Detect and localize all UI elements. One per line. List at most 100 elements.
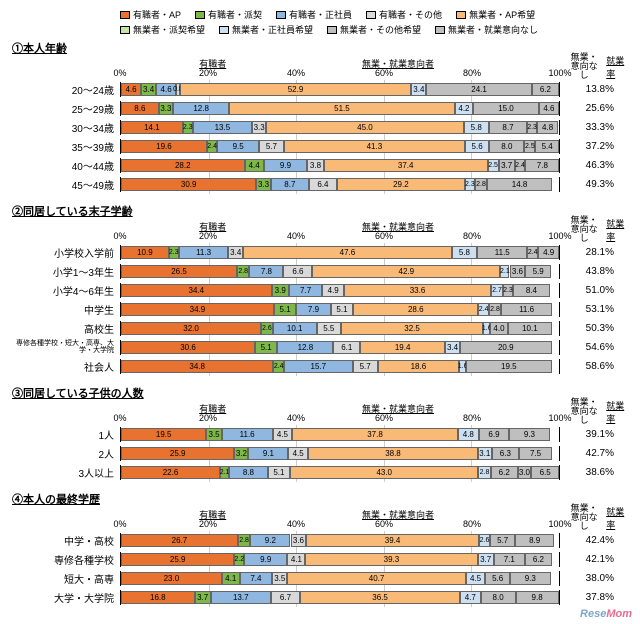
bar-row: 専修各種学校25.92.29.94.139.33.77.16.242.1%: [10, 550, 630, 568]
segment-value: 36.5: [372, 593, 388, 602]
segment-value: 2.2: [234, 556, 244, 563]
segment-value: 2.8: [490, 306, 500, 313]
row-label: 25～29歳: [10, 101, 120, 116]
legend-item: 有職者・派契: [195, 8, 262, 21]
bar-segment: 2.3: [183, 121, 193, 134]
segment-value: 20.9: [498, 343, 514, 352]
segment-value: 5.4: [542, 142, 553, 151]
segment-value: 6.3: [500, 449, 511, 458]
bar-segment: 11.3: [179, 246, 228, 259]
segment-value: 10.1: [287, 324, 303, 333]
group-label-unemployed: 無業・就業意向者: [362, 57, 434, 70]
bar-segment: 5.1: [268, 466, 290, 479]
axis-header: 0%20%40%60%80%100%有職者無業・就業意向者: [120, 509, 560, 531]
axis-tick: 100%: [548, 68, 571, 78]
axis-tick: 40%: [287, 519, 305, 529]
bar-row: 45～49歳30.93.38.76.429.22.32.814.849.3%: [10, 175, 630, 193]
col-header-rate: 就業率: [606, 505, 630, 531]
axis-tick: 80%: [463, 519, 481, 529]
axis-header: 0%20%40%60%80%100%有職者無業・就業意向者: [120, 403, 560, 425]
row-label: 2人: [10, 446, 120, 461]
segment-value: 3.7: [480, 555, 491, 564]
segment-value: 15.0: [498, 104, 514, 113]
segment-value: 47.6: [340, 248, 356, 257]
segment-value: 10.1: [522, 324, 538, 333]
segment-value: 2.4: [207, 143, 217, 150]
segment-value: 3.4: [143, 85, 154, 94]
bar-segment: 4.6: [539, 102, 559, 115]
segment-value: 4.8: [542, 123, 553, 132]
segment-value: 51.5: [334, 104, 350, 113]
segment-value: 4.2: [458, 104, 469, 113]
bar-segment: 5.1: [331, 303, 353, 316]
segment-value: 8.6: [134, 104, 145, 113]
segment-value: 9.9: [280, 161, 291, 170]
segment-value: 3.3: [258, 180, 269, 189]
segment-value: 13.5: [215, 123, 231, 132]
segment-value: 6.5: [540, 468, 551, 477]
employment-rate: 13.8%: [560, 84, 614, 95]
bar-segment: 3.2: [234, 447, 248, 460]
bar-area: 26.52.87.86.642.92.13.65.9: [120, 264, 560, 279]
row-label: 小学1～3年生: [10, 264, 120, 279]
row-label: 40～44歳: [10, 158, 120, 173]
bar-row: 30～34歳14.12.313.53.345.05.88.72.34.833.3…: [10, 118, 630, 136]
bar-segment: 11.5: [477, 246, 527, 259]
bar-segment: 5.7: [490, 534, 515, 547]
segment-value: 2.8: [476, 181, 486, 188]
segment-value: 4.5: [277, 430, 288, 439]
bar-segment: 29.2: [337, 178, 465, 191]
bar-row: 大学・大学院16.83.713.76.736.54.78.09.837.8%: [10, 588, 630, 606]
segment-value: 2.4: [274, 363, 284, 370]
right-headers: 無業・意向なし就業率: [570, 403, 630, 425]
segment-value: 11.5: [495, 248, 510, 257]
bar-segment: 6.1: [333, 341, 360, 354]
segment-value: 7.1: [504, 555, 515, 564]
segment-value: 2.4: [479, 306, 489, 313]
bar-segment: 8.0: [481, 591, 516, 604]
bar-segment: 18.6: [378, 360, 459, 373]
segment-value: 3.9: [275, 286, 286, 295]
bar-segment: 3.4: [411, 83, 426, 96]
bar-area: 30.65.112.86.119.43.420.9: [120, 340, 560, 355]
segment-value: 3.4: [447, 343, 458, 352]
legend-item: 無業者・派契希望: [120, 23, 205, 36]
bar-segment: 14.8: [487, 178, 552, 191]
bar-area: 34.43.97.74.933.62.72.38.4: [120, 283, 560, 298]
bar-segment: 8.7: [271, 178, 309, 191]
bar-segment: 3.5: [272, 572, 287, 585]
legend-swatch: [366, 11, 376, 19]
segment-value: 25.9: [170, 555, 186, 564]
bar-row: 40～44歳28.24.49.93.837.42.53.72.47.846.3%: [10, 156, 630, 174]
col-header-none: 無業・意向なし: [570, 53, 598, 80]
bar-segment: 6.6: [283, 265, 312, 278]
segment-value: 29.2: [393, 180, 409, 189]
segment-value: 3.3: [160, 104, 171, 113]
group-label-unemployed: 無業・就業意向者: [362, 402, 434, 415]
segment-value: 33.6: [410, 286, 426, 295]
section-title: ②同居している末子学齢: [12, 203, 630, 219]
bar-segment: 2.8: [489, 303, 501, 316]
bar-segment: 9.2: [250, 534, 290, 547]
segment-value: 22.6: [163, 468, 179, 477]
row-label: 1人: [10, 427, 120, 442]
axis-tick: 0%: [113, 413, 126, 423]
axis-tick: 80%: [463, 68, 481, 78]
row-label: 専修各種学校・短大・高専、大学・大学院: [10, 340, 120, 354]
bar-segment: 13.7: [211, 591, 271, 604]
legend-item: 無業者・正社員希望: [219, 23, 313, 36]
segment-value: 9.9: [260, 555, 271, 564]
legend-label: 無業者・その他希望: [340, 23, 421, 36]
group-label-employed: 有職者: [199, 220, 226, 233]
bar-row: 専修各種学校・短大・高専、大学・大学院30.65.112.86.119.43.4…: [10, 338, 630, 356]
axis-tick: 0%: [113, 519, 126, 529]
segment-value: 4.5: [470, 574, 481, 583]
legend-item: 無業者・その他希望: [327, 23, 421, 36]
segment-value: 4.1: [225, 574, 236, 583]
bar-segment: 2.8: [478, 466, 490, 479]
bar-segment: 1.6: [483, 322, 490, 335]
segment-value: 28.2: [175, 161, 191, 170]
segment-value: 2.6: [480, 537, 490, 544]
bar-segment: 4.8: [537, 121, 558, 134]
bar-segment: 4.5: [288, 447, 308, 460]
